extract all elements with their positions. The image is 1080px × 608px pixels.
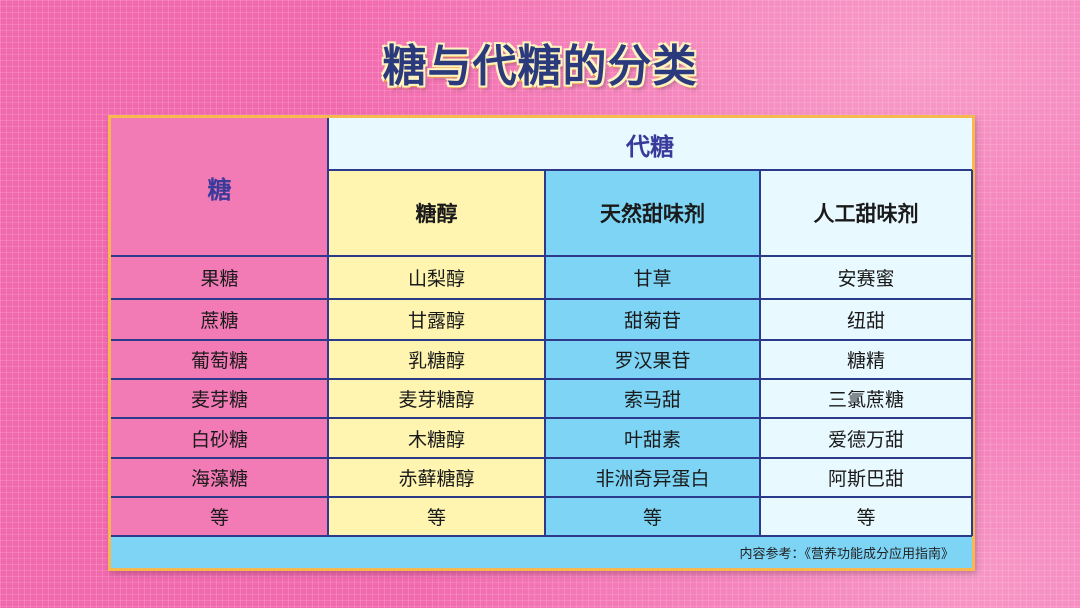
cell-sugar: 麦芽糖 <box>111 379 328 418</box>
cell-sugar-alcohol: 等 <box>328 497 545 536</box>
page-title: 糖与代糖的分类 <box>382 41 698 92</box>
cell-artificial-sweetener: 安赛蜜 <box>760 256 972 299</box>
sugar-header: 糖 <box>111 118 328 256</box>
divider <box>327 118 329 536</box>
cell-sugar-alcohol: 山梨醇 <box>328 256 545 299</box>
cell-natural-sweetener: 索马甜 <box>545 379 760 418</box>
cell-artificial-sweetener: 等 <box>760 497 972 536</box>
divider <box>111 417 972 419</box>
cell-artificial-sweetener: 糖精 <box>760 340 972 379</box>
cell-sugar: 海藻糖 <box>111 458 328 497</box>
footnote: 内容参考：《营养功能成分应用指南》 <box>739 547 954 562</box>
cell-artificial-sweetener: 纽甜 <box>760 299 972 340</box>
classification-table: 糖 代糖 糖醇 天然甜味剂 人工甜味剂 内容参考：《营养功能成分应用指南》 果糖… <box>108 115 975 571</box>
divider <box>111 339 972 341</box>
cell-natural-sweetener: 罗汉果苷 <box>545 340 760 379</box>
cell-sugar: 葡萄糖 <box>111 340 328 379</box>
substitute-header: 代糖 <box>328 118 972 170</box>
cell-sugar-alcohol: 赤藓糖醇 <box>328 458 545 497</box>
cell-sugar-alcohol: 乳糖醇 <box>328 340 545 379</box>
cell-sugar-alcohol: 木糖醇 <box>328 418 545 458</box>
cell-sugar: 果糖 <box>111 256 328 299</box>
cell-natural-sweetener: 叶甜素 <box>545 418 760 458</box>
divider <box>759 170 761 536</box>
divider <box>111 457 972 459</box>
sub-header-natural-sweetener: 天然甜味剂 <box>545 170 760 256</box>
divider <box>111 496 972 498</box>
cell-natural-sweetener: 甜菊苷 <box>545 299 760 340</box>
sub-header-artificial-sweetener: 人工甜味剂 <box>760 170 972 256</box>
cell-natural-sweetener: 等 <box>545 497 760 536</box>
cell-sugar: 等 <box>111 497 328 536</box>
divider <box>328 169 972 171</box>
divider <box>111 298 972 300</box>
cell-sugar: 白砂糖 <box>111 418 328 458</box>
divider <box>111 535 972 537</box>
sub-header-sugar-alcohol: 糖醇 <box>328 170 545 256</box>
cell-natural-sweetener: 甘草 <box>545 256 760 299</box>
cell-sugar-alcohol: 麦芽糖醇 <box>328 379 545 418</box>
cell-sugar: 蔗糖 <box>111 299 328 340</box>
divider <box>971 170 973 536</box>
cell-artificial-sweetener: 三氯蔗糖 <box>760 379 972 418</box>
cell-artificial-sweetener: 阿斯巴甜 <box>760 458 972 497</box>
cell-sugar-alcohol: 甘露醇 <box>328 299 545 340</box>
divider <box>544 170 546 536</box>
divider <box>111 255 972 257</box>
cell-natural-sweetener: 非洲奇异蛋白 <box>545 458 760 497</box>
divider <box>111 378 972 380</box>
cell-artificial-sweetener: 爱德万甜 <box>760 418 972 458</box>
